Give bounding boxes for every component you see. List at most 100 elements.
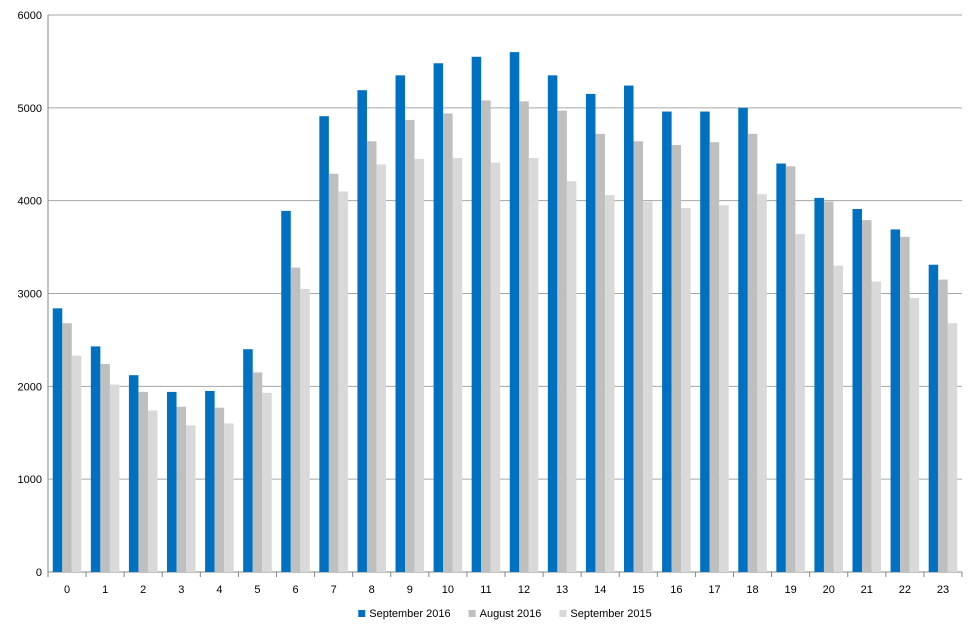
bar-2-3	[186, 425, 196, 572]
x-tick-label: 19	[785, 584, 797, 596]
bar-2-16	[681, 208, 691, 573]
bar-1-23	[938, 279, 948, 572]
bar-0-8	[357, 90, 367, 572]
bar-0-10	[433, 63, 444, 572]
bar-2-7	[338, 191, 348, 572]
bar-2-11	[490, 162, 501, 573]
bar-2-14	[604, 195, 615, 572]
bar-2-22	[909, 298, 920, 572]
x-tick-label: 1	[102, 584, 108, 596]
bar-2-20	[833, 265, 843, 572]
x-tick-label: 23	[937, 584, 949, 596]
legend-label-2: September 2015	[570, 608, 651, 620]
bar-1-1	[100, 364, 110, 572]
bar-1-22	[900, 236, 910, 572]
bar-2-8	[376, 164, 386, 572]
bar-2-13	[566, 181, 577, 572]
bar-0-11	[471, 56, 482, 572]
bar-1-19	[785, 166, 796, 572]
x-tick-label: 5	[254, 584, 260, 596]
legend-label-1: August 2016	[480, 608, 542, 620]
bar-2-2	[147, 410, 158, 572]
y-tick-label: 1000	[18, 474, 42, 486]
bar-1-5	[252, 372, 263, 572]
x-tick-label: 21	[861, 584, 873, 596]
bar-0-22	[890, 229, 901, 572]
x-tick-label: 17	[708, 584, 720, 596]
x-tick-label: 16	[670, 584, 682, 596]
bar-0-7	[319, 116, 329, 573]
bar-0-15	[624, 85, 634, 572]
legend-label-0: September 2016	[369, 608, 450, 620]
x-tick-label: 12	[518, 584, 530, 596]
bar-0-17	[700, 111, 710, 573]
bar-1-13	[557, 110, 567, 572]
bar-2-23	[947, 323, 958, 572]
x-tick-label: 14	[594, 584, 606, 596]
y-tick-label: 0	[36, 567, 42, 579]
bar-1-11	[481, 100, 491, 572]
bar-2-19	[795, 234, 805, 572]
x-tick-label: 3	[178, 584, 184, 596]
bar-1-18	[747, 133, 758, 572]
legend-swatch-1	[468, 610, 476, 617]
bar-2-10	[452, 157, 463, 573]
bar-0-1	[90, 346, 101, 572]
x-tick-label: 11	[480, 584, 491, 596]
x-tick-label: 18	[746, 584, 758, 596]
bar-1-2	[138, 391, 148, 572]
bar-1-17	[709, 142, 720, 572]
bar-0-23	[928, 264, 939, 572]
bar-0-2	[128, 375, 139, 572]
bar-2-15	[643, 201, 653, 572]
x-tick-label: 22	[899, 584, 911, 596]
x-tick-label: 7	[331, 584, 337, 596]
bar-1-20	[823, 201, 834, 572]
bar-2-6	[300, 288, 310, 572]
bar-0-14	[585, 93, 596, 573]
bar-0-0	[52, 308, 63, 572]
bar-1-0	[62, 323, 72, 572]
legend-swatch-0	[358, 610, 366, 617]
x-tick-label: 13	[556, 584, 568, 596]
bar-1-3	[176, 406, 187, 572]
bar-2-1	[109, 384, 120, 572]
bar-1-6	[290, 267, 301, 572]
y-tick-label: 3000	[18, 289, 42, 301]
bar-0-9	[395, 75, 406, 572]
bar-1-16	[671, 144, 682, 572]
bar-2-21	[871, 281, 882, 572]
bar-2-9	[414, 158, 425, 572]
bar-2-17	[719, 205, 729, 572]
bar-0-18	[738, 107, 748, 572]
bar-0-19	[776, 163, 786, 573]
bar-0-5	[243, 349, 253, 572]
y-tick-label: 5000	[18, 103, 42, 115]
bar-1-10	[443, 113, 453, 573]
y-tick-label: 4000	[18, 196, 42, 208]
bar-0-16	[662, 111, 672, 573]
bar-2-12	[528, 157, 539, 573]
x-tick-label: 9	[407, 584, 413, 596]
bar-1-21	[862, 220, 872, 572]
x-tick-label: 4	[216, 584, 222, 596]
bar-0-4	[205, 390, 215, 572]
bar-1-14	[595, 133, 605, 572]
bar-2-18	[757, 194, 767, 572]
bar-1-9	[405, 119, 415, 572]
bar-2-5	[262, 392, 272, 572]
legend-swatch-2	[559, 610, 567, 617]
bar-0-6	[281, 210, 291, 572]
bar-0-20	[814, 197, 824, 573]
bar-2-4	[224, 423, 234, 572]
bar-0-13	[547, 75, 558, 572]
x-tick-label: 10	[442, 584, 454, 596]
y-tick-label: 6000	[18, 10, 42, 22]
x-tick-label: 8	[369, 584, 375, 596]
bar-1-4	[214, 407, 225, 572]
x-tick-label: 15	[632, 584, 644, 596]
bar-1-8	[366, 141, 377, 572]
x-tick-label: 20	[823, 584, 835, 596]
